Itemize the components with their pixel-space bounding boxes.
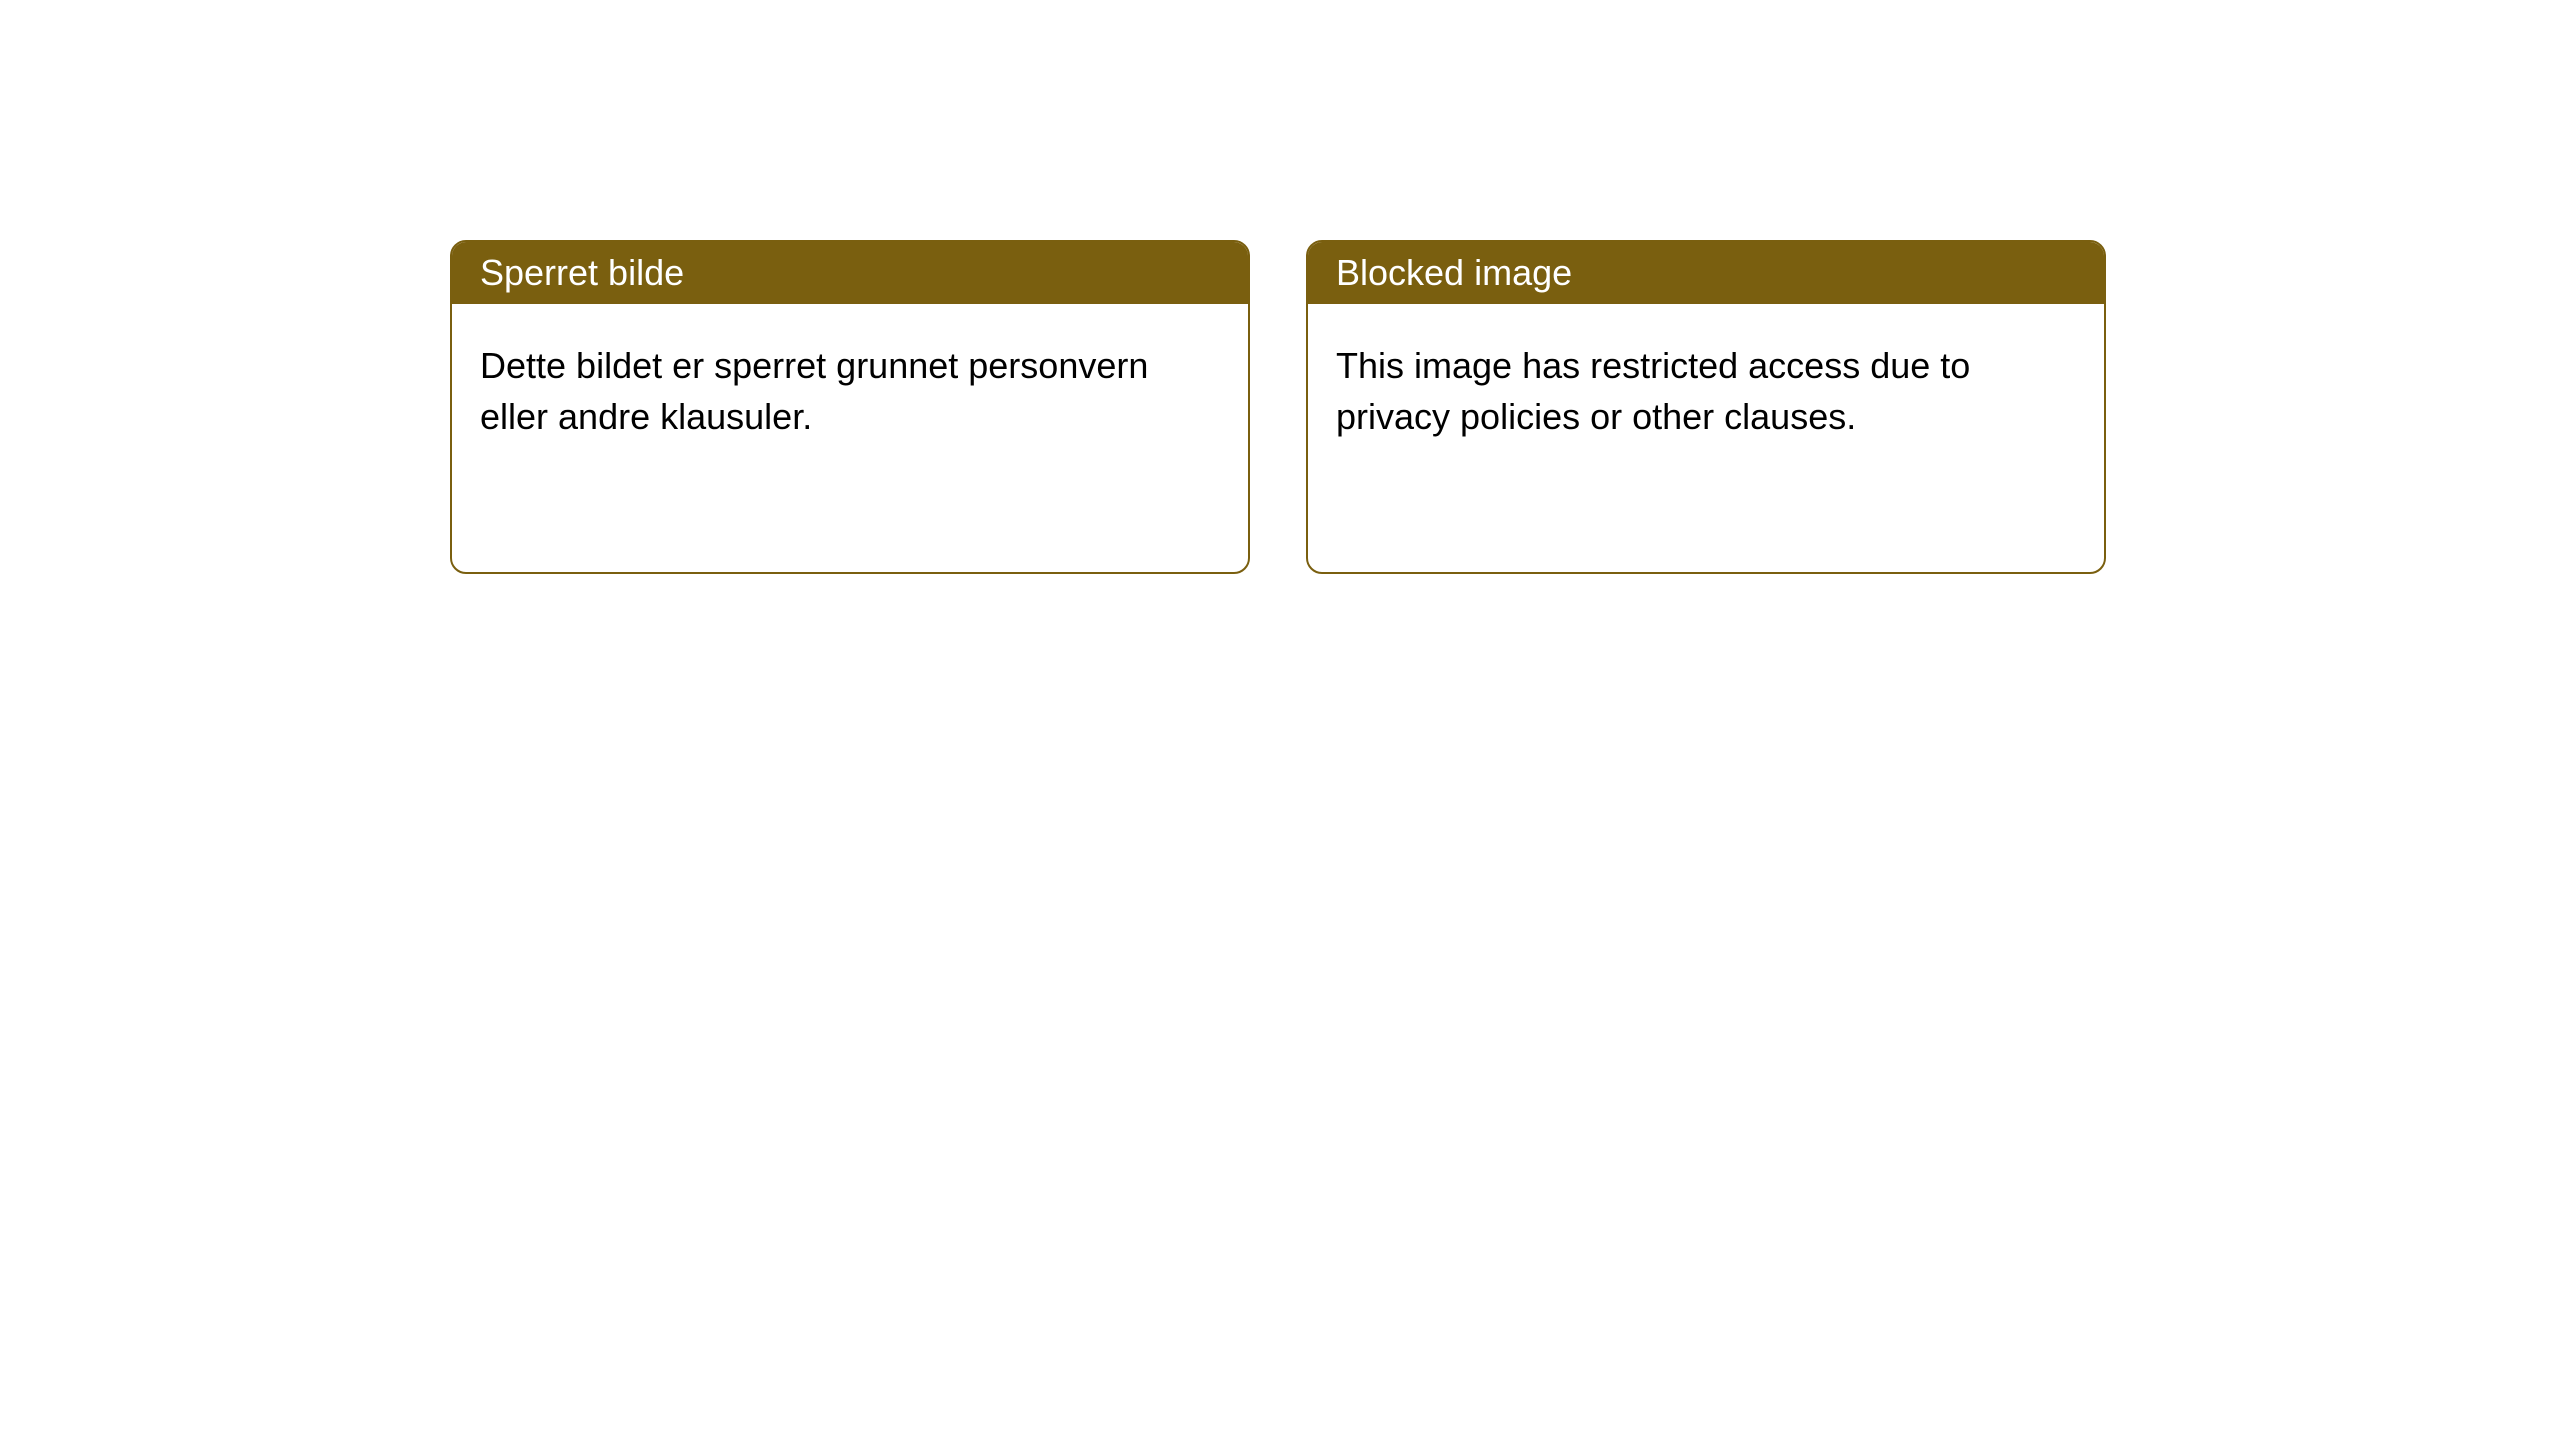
card-container: Sperret bilde Dette bildet er sperret gr… (0, 0, 2560, 574)
card-header-label: Sperret bilde (480, 252, 684, 294)
card-body-text: This image has restricted access due to … (1336, 345, 1970, 437)
blocked-image-card-no: Sperret bilde Dette bildet er sperret gr… (450, 240, 1250, 574)
card-header-no: Sperret bilde (452, 242, 1248, 304)
card-body-no: Dette bildet er sperret grunnet personve… (452, 304, 1248, 478)
blocked-image-card-en: Blocked image This image has restricted … (1306, 240, 2106, 574)
card-header-en: Blocked image (1308, 242, 2104, 304)
card-body-text: Dette bildet er sperret grunnet personve… (480, 345, 1148, 437)
card-header-label: Blocked image (1336, 252, 1572, 294)
card-body-en: This image has restricted access due to … (1308, 304, 2104, 478)
